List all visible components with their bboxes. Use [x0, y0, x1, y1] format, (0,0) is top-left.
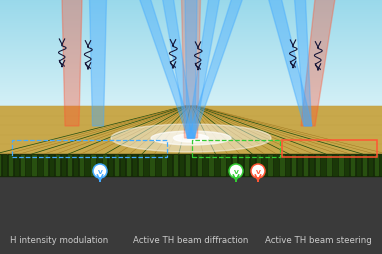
Ellipse shape	[151, 132, 231, 146]
Bar	[174, 155, 177, 175]
Text: H intensity modulation: H intensity modulation	[10, 235, 108, 244]
Bar	[227, 155, 230, 175]
Circle shape	[251, 164, 265, 178]
Bar	[50, 155, 53, 175]
Bar	[215, 155, 219, 175]
Bar	[44, 155, 47, 175]
Bar	[257, 155, 260, 175]
Polygon shape	[89, 0, 107, 126]
Bar	[168, 155, 172, 175]
Polygon shape	[188, 0, 243, 138]
Bar	[369, 155, 372, 175]
Bar	[68, 155, 71, 175]
Text: V: V	[256, 169, 261, 174]
Bar	[209, 155, 213, 175]
Bar	[9, 155, 12, 175]
Bar	[286, 155, 290, 175]
Bar	[144, 155, 148, 175]
Bar	[109, 155, 112, 175]
Bar	[156, 155, 160, 175]
Text: Active TH beam steering: Active TH beam steering	[265, 235, 372, 244]
Bar	[333, 155, 337, 175]
Bar	[86, 155, 89, 175]
Bar	[204, 155, 207, 175]
Bar	[139, 155, 142, 175]
Bar	[269, 155, 272, 175]
Polygon shape	[185, 0, 197, 138]
Polygon shape	[0, 169, 382, 175]
Polygon shape	[139, 0, 194, 138]
Bar	[103, 155, 107, 175]
Bar	[186, 155, 189, 175]
Bar	[262, 155, 266, 175]
Bar	[162, 155, 165, 175]
Bar	[322, 155, 325, 175]
Circle shape	[229, 164, 243, 178]
Bar	[127, 155, 130, 175]
Bar	[345, 155, 348, 175]
Bar	[298, 155, 301, 175]
Bar	[38, 155, 42, 175]
Bar	[327, 155, 331, 175]
Bar	[351, 155, 354, 175]
Bar	[292, 155, 295, 175]
Bar	[363, 155, 366, 175]
Bar	[245, 155, 248, 175]
Polygon shape	[301, 0, 335, 126]
Polygon shape	[62, 0, 82, 126]
Bar	[375, 155, 378, 175]
Bar	[3, 155, 6, 175]
Text: V: V	[97, 169, 102, 174]
Text: Active TH beam diffraction: Active TH beam diffraction	[133, 235, 249, 244]
Bar	[192, 155, 195, 175]
Ellipse shape	[111, 124, 271, 152]
Bar	[15, 155, 18, 175]
Bar	[304, 155, 307, 175]
Bar	[32, 155, 36, 175]
Bar	[26, 155, 30, 175]
Bar	[79, 155, 83, 175]
Bar	[133, 155, 136, 175]
Polygon shape	[0, 174, 382, 254]
Bar	[221, 155, 225, 175]
Bar	[62, 155, 65, 175]
Polygon shape	[269, 0, 312, 126]
Bar	[274, 155, 278, 175]
Bar	[316, 155, 319, 175]
Bar	[115, 155, 118, 175]
Bar	[56, 155, 59, 175]
Bar	[121, 155, 124, 175]
Bar	[310, 155, 313, 175]
Text: V: V	[233, 169, 238, 174]
Circle shape	[93, 164, 107, 178]
Bar	[197, 155, 201, 175]
Bar	[239, 155, 242, 175]
Polygon shape	[188, 0, 220, 138]
Polygon shape	[0, 154, 382, 176]
Polygon shape	[162, 0, 194, 138]
Bar	[280, 155, 283, 175]
Polygon shape	[0, 107, 382, 154]
Bar	[339, 155, 343, 175]
Bar	[91, 155, 95, 175]
Bar	[251, 155, 254, 175]
Bar	[151, 155, 154, 175]
Ellipse shape	[173, 134, 209, 142]
Polygon shape	[295, 0, 311, 126]
Bar	[180, 155, 183, 175]
Polygon shape	[181, 0, 201, 138]
Bar	[357, 155, 360, 175]
Bar	[97, 155, 100, 175]
Bar	[74, 155, 77, 175]
Bar	[21, 155, 24, 175]
Bar	[380, 155, 382, 175]
Bar	[233, 155, 236, 175]
